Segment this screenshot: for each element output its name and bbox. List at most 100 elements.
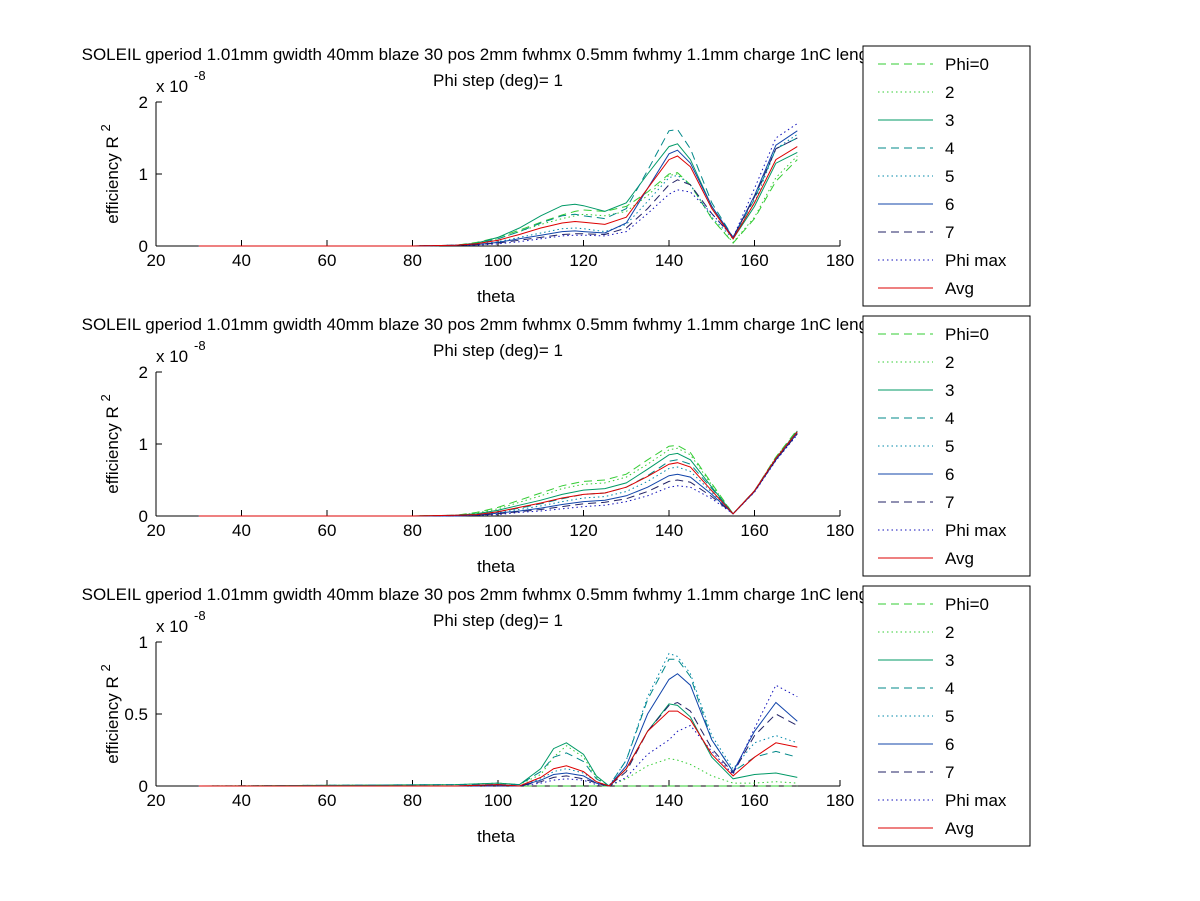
x-axis-label: theta [477, 827, 515, 846]
legend-entry: 5 [945, 437, 954, 456]
legend-entry: 3 [945, 651, 954, 670]
series-line-5 [198, 652, 798, 787]
legend-entry: 7 [945, 493, 954, 512]
series-line-4 [198, 128, 798, 247]
series-line-7 [198, 433, 798, 517]
x-tick-label: 140 [655, 791, 683, 810]
series-line-1 [198, 429, 798, 517]
series-line-8 [198, 684, 798, 787]
series-line-3 [198, 430, 798, 517]
x-tick-label: 100 [484, 791, 512, 810]
x-tick-label: 180 [826, 251, 854, 270]
y-tick-label: 1 [139, 633, 148, 652]
series-line-2 [198, 430, 798, 517]
x-axis-label: theta [477, 287, 515, 306]
legend-entry: Phi max [945, 521, 1007, 540]
legend-entry: 6 [945, 465, 954, 484]
x-tick-label: 180 [826, 791, 854, 810]
series-line-6 [198, 130, 798, 247]
x-tick-label: 20 [147, 791, 166, 810]
x-tick-label: 160 [740, 791, 768, 810]
y-axis-label: efficiency R 2 [98, 124, 122, 224]
x-tick-label: 120 [569, 521, 597, 540]
x-tick-label: 120 [569, 251, 597, 270]
legend-entry: 5 [945, 167, 954, 186]
y-tick-label: 0 [139, 237, 148, 256]
x-tick-label: 160 [740, 521, 768, 540]
series-line-9 [198, 431, 798, 517]
chart-panel-3: SOLEIL gperiod 1.01mm gwidth 40mm blaze … [82, 585, 1031, 847]
chart-title: SOLEIL gperiod 1.01mm gwidth 40mm blaze … [82, 585, 915, 604]
series-line-9 [198, 146, 798, 247]
x-tick-label: 180 [826, 521, 854, 540]
legend-box [862, 315, 1031, 577]
series-line-2 [198, 745, 798, 787]
y-multiplier-exponent: -8 [194, 68, 206, 83]
x-tick-label: 140 [655, 251, 683, 270]
series-line-5 [198, 133, 798, 247]
series-line-5 [198, 432, 798, 517]
y-tick-label: 2 [139, 363, 148, 382]
x-tick-label: 60 [318, 251, 337, 270]
y-tick-label: 0 [139, 507, 148, 526]
series-line-4 [198, 431, 798, 517]
y-tick-label: 2 [139, 93, 148, 112]
legend-entry: Phi max [945, 791, 1007, 810]
x-tick-label: 80 [403, 521, 422, 540]
x-tick-label: 160 [740, 251, 768, 270]
x-tick-label: 20 [147, 521, 166, 540]
y-multiplier: x 10 [156, 347, 188, 366]
chart-title: SOLEIL gperiod 1.01mm gwidth 40mm blaze … [82, 315, 915, 334]
series-line-3 [198, 143, 798, 247]
series-line-9 [198, 710, 798, 787]
chart-subtitle: Phi step (deg)= 1 [433, 611, 563, 630]
legend-entry: 6 [945, 195, 954, 214]
x-tick-label: 40 [232, 251, 251, 270]
legend-entry: 3 [945, 111, 954, 130]
legend-entry: 4 [945, 409, 954, 428]
x-tick-label: 80 [403, 791, 422, 810]
x-tick-label: 100 [484, 251, 512, 270]
legend-entry: Phi=0 [945, 55, 989, 74]
series-line-8 [198, 123, 798, 247]
legend-entry: 3 [945, 381, 954, 400]
x-tick-label: 120 [569, 791, 597, 810]
x-axis-label: theta [477, 557, 515, 576]
legend-entry: Avg [945, 279, 974, 298]
legend-entry: 6 [945, 735, 954, 754]
series-line-7 [198, 701, 798, 787]
x-tick-label: 60 [318, 791, 337, 810]
x-tick-label: 80 [403, 251, 422, 270]
y-multiplier: x 10 [156, 617, 188, 636]
x-tick-label: 20 [147, 251, 166, 270]
series-line-1 [198, 159, 798, 247]
legend-entry: Avg [945, 819, 974, 838]
legend-box [862, 45, 1031, 307]
series-line-7 [198, 137, 798, 247]
x-tick-label: 60 [318, 521, 337, 540]
chart-panel-1: SOLEIL gperiod 1.01mm gwidth 40mm blaze … [82, 45, 1031, 307]
legend-entry: 2 [945, 623, 954, 642]
series-line-8 [198, 434, 798, 517]
y-multiplier-exponent: -8 [194, 338, 206, 353]
legend-entry: 2 [945, 83, 954, 102]
legend-entry: 5 [945, 707, 954, 726]
y-axis-label: efficiency R 2 [98, 664, 122, 764]
series-line-2 [198, 155, 798, 247]
x-tick-label: 100 [484, 521, 512, 540]
legend-entry: Phi=0 [945, 325, 989, 344]
y-tick-label: 0.5 [124, 705, 148, 724]
chart-subtitle: Phi step (deg)= 1 [433, 341, 563, 360]
x-tick-label: 40 [232, 791, 251, 810]
y-tick-label: 1 [139, 165, 148, 184]
chart-panel-2: SOLEIL gperiod 1.01mm gwidth 40mm blaze … [82, 315, 1031, 577]
y-multiplier: x 10 [156, 77, 188, 96]
legend-entry: 2 [945, 353, 954, 372]
legend-entry: Phi max [945, 251, 1007, 270]
series-line-4 [198, 658, 798, 787]
y-axis-label: efficiency R 2 [98, 394, 122, 494]
legend-entry: 4 [945, 139, 954, 158]
chart-subtitle: Phi step (deg)= 1 [433, 71, 563, 90]
series-line-6 [198, 673, 798, 787]
